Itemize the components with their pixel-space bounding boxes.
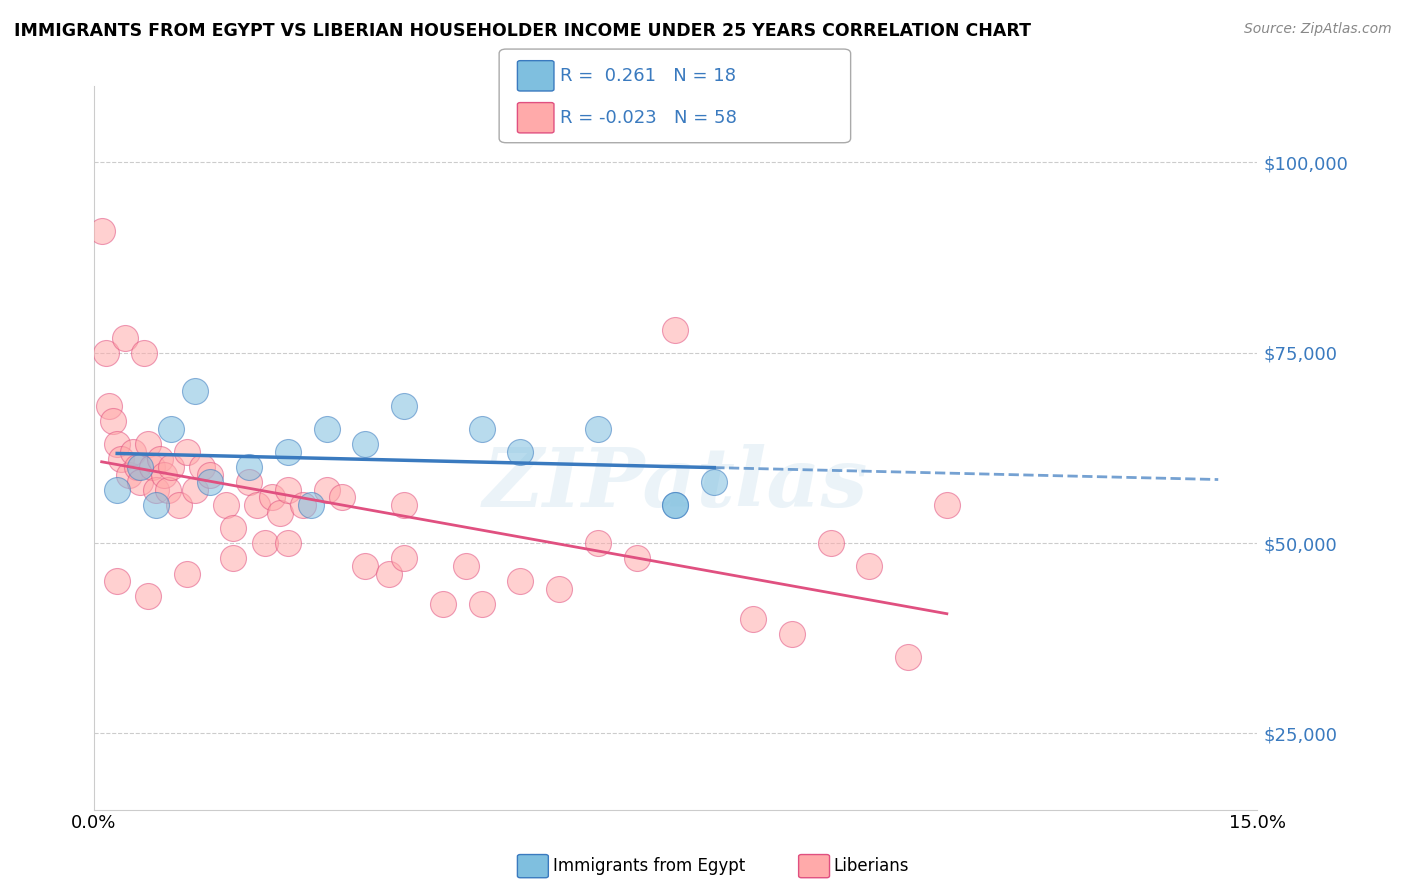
- Point: [392, 399, 415, 413]
- Point: [253, 536, 276, 550]
- Point: [215, 498, 238, 512]
- Point: [586, 536, 609, 550]
- Point: [935, 498, 957, 512]
- Point: [858, 558, 880, 573]
- Point: [156, 483, 179, 497]
- Point: [299, 498, 322, 512]
- Point: [238, 460, 260, 475]
- Point: [183, 384, 205, 398]
- Point: [277, 444, 299, 458]
- Point: [94, 346, 117, 360]
- Point: [136, 437, 159, 451]
- Point: [105, 483, 128, 497]
- Point: [136, 590, 159, 604]
- Point: [176, 566, 198, 581]
- Point: [114, 330, 136, 344]
- Point: [509, 574, 531, 589]
- Point: [471, 597, 494, 611]
- Point: [742, 612, 765, 626]
- Text: Immigrants from Egypt: Immigrants from Egypt: [553, 857, 745, 875]
- Point: [548, 582, 571, 596]
- Point: [105, 437, 128, 451]
- Point: [152, 467, 174, 482]
- Point: [664, 498, 686, 512]
- Point: [377, 566, 399, 581]
- Point: [125, 460, 148, 475]
- Point: [354, 437, 377, 451]
- Point: [315, 422, 337, 436]
- Point: [664, 323, 686, 337]
- Point: [292, 498, 315, 512]
- Point: [269, 506, 291, 520]
- Text: IMMIGRANTS FROM EGYPT VS LIBERIAN HOUSEHOLDER INCOME UNDER 25 YEARS CORRELATION : IMMIGRANTS FROM EGYPT VS LIBERIAN HOUSEH…: [14, 22, 1031, 40]
- Point: [392, 498, 415, 512]
- Point: [105, 574, 128, 589]
- Point: [392, 551, 415, 566]
- Point: [200, 467, 222, 482]
- Point: [432, 597, 454, 611]
- Point: [110, 452, 132, 467]
- Point: [191, 460, 214, 475]
- Point: [176, 444, 198, 458]
- Point: [238, 475, 260, 490]
- Point: [98, 399, 121, 413]
- Point: [471, 422, 494, 436]
- Point: [222, 521, 245, 535]
- Point: [222, 551, 245, 566]
- Point: [183, 483, 205, 497]
- Point: [626, 551, 648, 566]
- Point: [262, 491, 284, 505]
- Point: [897, 650, 920, 665]
- Point: [200, 475, 222, 490]
- Point: [149, 452, 172, 467]
- Point: [145, 498, 167, 512]
- Point: [330, 491, 353, 505]
- Point: [509, 444, 531, 458]
- Text: Liberians: Liberians: [834, 857, 910, 875]
- Point: [277, 483, 299, 497]
- Text: ZIPatlas: ZIPatlas: [482, 444, 869, 524]
- Point: [167, 498, 190, 512]
- Point: [820, 536, 842, 550]
- Point: [129, 460, 152, 475]
- Point: [160, 422, 183, 436]
- Point: [703, 475, 725, 490]
- Point: [664, 498, 686, 512]
- Text: Source: ZipAtlas.com: Source: ZipAtlas.com: [1244, 22, 1392, 37]
- Point: [145, 483, 167, 497]
- Point: [118, 467, 141, 482]
- Point: [456, 558, 478, 573]
- Point: [121, 444, 143, 458]
- Point: [354, 558, 377, 573]
- Point: [129, 475, 152, 490]
- Text: R = -0.023   N = 58: R = -0.023 N = 58: [560, 109, 737, 127]
- Point: [134, 346, 156, 360]
- Point: [277, 536, 299, 550]
- Point: [315, 483, 337, 497]
- Point: [103, 414, 125, 428]
- Text: R =  0.261   N = 18: R = 0.261 N = 18: [560, 67, 735, 85]
- Point: [90, 224, 112, 238]
- Point: [160, 460, 183, 475]
- Point: [246, 498, 269, 512]
- Point: [586, 422, 609, 436]
- Point: [141, 460, 163, 475]
- Point: [780, 627, 803, 641]
